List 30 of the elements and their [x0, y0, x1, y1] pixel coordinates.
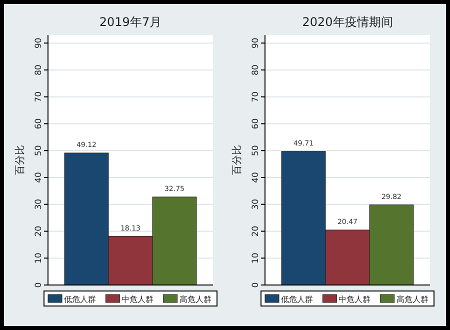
- y-tick-label: 70: [251, 91, 261, 102]
- y-tick-label: 40: [34, 172, 44, 183]
- y-tick-label: 0: [251, 282, 261, 288]
- y-tick-label: 50: [34, 145, 44, 156]
- y-tick-label: 80: [251, 64, 261, 76]
- y-tick-label: 80: [34, 64, 44, 76]
- y-tick-label: 70: [34, 91, 44, 102]
- legend-label: 高危人群: [179, 295, 212, 304]
- chart-title: 2019年7月: [99, 15, 162, 29]
- y-axis-title: 百分比: [14, 145, 26, 175]
- y-tick-label: 90: [34, 38, 44, 48]
- y-tick-label: 20: [34, 226, 44, 237]
- y-tick-label: 30: [251, 198, 261, 210]
- y-tick-label: 50: [251, 145, 261, 156]
- legend-label: 低危人群: [281, 295, 313, 304]
- chart-title: 2020年疫情期间: [302, 15, 393, 29]
- y-axis-title: 百分比: [231, 145, 243, 175]
- y-tick-label: 90: [251, 38, 261, 48]
- legend-label: 低危人群: [64, 295, 96, 304]
- y-tick-label: 0: [34, 282, 44, 288]
- y-tick-label: 20: [251, 226, 261, 237]
- y-tick-label: 10: [34, 252, 44, 264]
- legend-label: 高危人群: [396, 295, 428, 304]
- legend-label: 中危人群: [122, 295, 154, 304]
- y-tick-label: 60: [251, 118, 261, 130]
- y-tick-label: 30: [34, 198, 44, 210]
- y-tick-label: 60: [34, 118, 44, 130]
- legend-label: 中危人群: [338, 295, 371, 304]
- y-tick-label: 40: [251, 172, 261, 183]
- y-tick-label: 10: [251, 252, 261, 264]
